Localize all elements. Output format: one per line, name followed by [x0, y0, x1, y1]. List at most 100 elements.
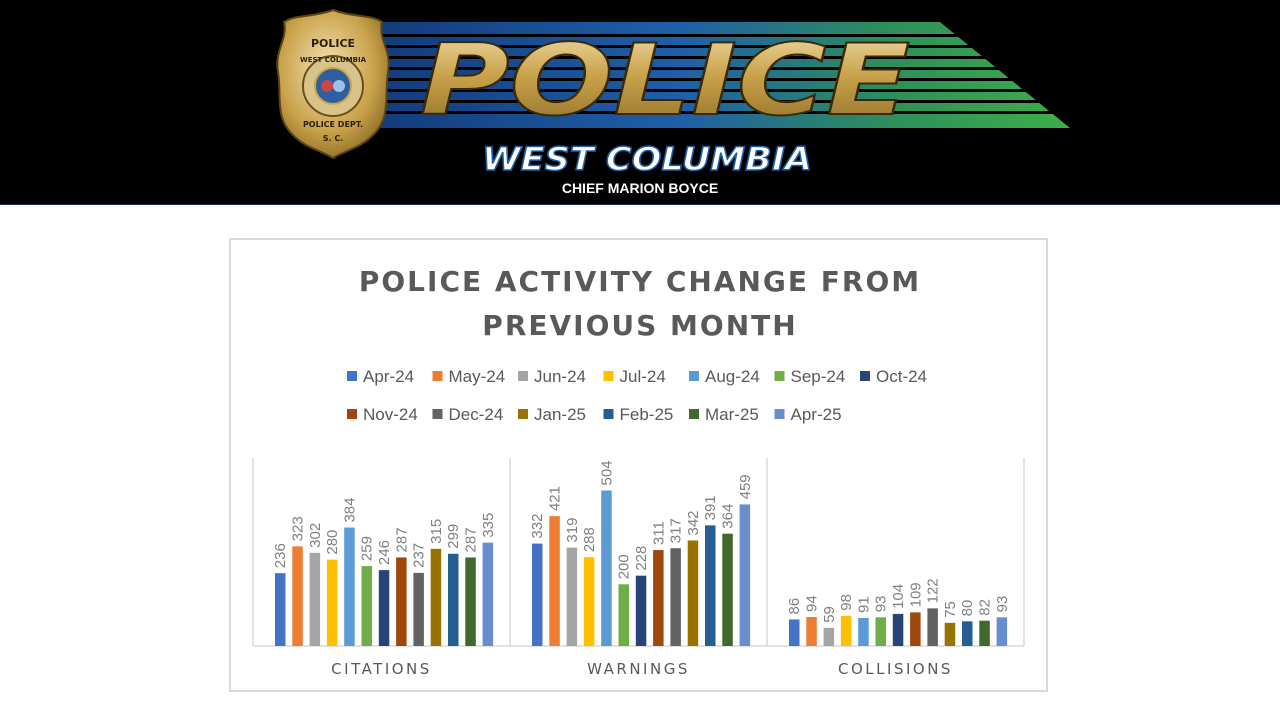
legend-label: Apr-24 [363, 367, 414, 386]
bar-data-label: 287 [463, 527, 480, 552]
legend-item: May-24 [432, 367, 506, 386]
legend-item: Aug-24 [689, 367, 760, 386]
legend-swatch [860, 371, 870, 381]
badge-city-text: WEST COLUMBIA [300, 56, 367, 64]
bar-data-label: 319 [564, 518, 581, 543]
bar [670, 548, 681, 646]
bar [378, 570, 390, 646]
legend-label: Mar-25 [705, 405, 759, 424]
legend-swatch [774, 409, 785, 419]
legend-swatch [432, 371, 443, 381]
swoosh-stripes [360, 22, 1070, 128]
bar [705, 525, 716, 646]
legend-item: Feb-25 [603, 405, 674, 424]
legend-label: May-24 [449, 367, 506, 386]
bar-chart: POLICE ACTIVITY CHANGE FROM PREVIOUS MON… [252, 265, 1025, 678]
bar [430, 548, 442, 646]
legend-label: Oct-24 [876, 367, 927, 386]
legend-item: Dec-24 [432, 405, 504, 424]
chart-container: POLICE ACTIVITY CHANGE FROM PREVIOUS MON… [229, 238, 1048, 692]
badge-dept-text: POLICE DEPT. [303, 120, 363, 129]
bar [635, 575, 647, 646]
bar [344, 527, 355, 646]
legend-item: Jul-24 [603, 367, 666, 386]
bar-data-label: 91 [855, 596, 872, 613]
bar-data-label: 82 [977, 599, 994, 616]
legend-swatch [603, 371, 614, 381]
bar-data-label: 287 [393, 527, 410, 552]
legend-swatch [432, 409, 443, 419]
bar-data-label: 246 [376, 540, 393, 565]
category-label: COLLISIONS [838, 660, 953, 678]
bar [566, 547, 578, 646]
legend-label: Jan-25 [534, 405, 586, 424]
bar [396, 557, 407, 646]
bar-data-label: 299 [445, 524, 462, 549]
bar [292, 546, 303, 646]
bar-data-label: 323 [290, 516, 307, 541]
chart-legend: Apr-24 May-24 Jun-24 Jul-24 Aug-24 Sep-24 Oct-… [347, 367, 927, 424]
legend-item: Sep-24 [774, 367, 846, 386]
bar-data-label: 94 [804, 595, 821, 612]
legend-item: Apr-25 [774, 405, 842, 424]
category-label: CITATIONS [331, 660, 432, 678]
legend-item: Oct-24 [860, 367, 927, 386]
bar [687, 540, 699, 646]
bar-data-label: 200 [616, 554, 633, 579]
bar-data-label: 317 [668, 518, 685, 543]
bar [789, 619, 800, 646]
legend-swatch [518, 371, 528, 381]
bar [532, 543, 543, 646]
bar [549, 516, 560, 646]
bar [448, 553, 459, 646]
category-label: WARNINGS [587, 660, 690, 678]
bar [962, 621, 973, 646]
bar-data-label: 259 [359, 536, 376, 561]
legend-label: Feb-25 [620, 405, 674, 424]
legend-swatch [518, 409, 528, 419]
legend-swatch [603, 409, 614, 419]
legend-item: Nov-24 [347, 405, 418, 424]
bar-data-label: 93 [873, 596, 890, 613]
header-graphic: POLICE WEST COLUMBIA POLICE DEPT. S. C. … [276, 8, 1070, 196]
bar [910, 612, 921, 646]
bar-data-label: 93 [994, 596, 1011, 613]
bar [858, 617, 869, 646]
bar-data-label: 59 [821, 606, 838, 623]
bar [413, 572, 424, 646]
bar [927, 608, 938, 646]
bar-data-label: 459 [737, 474, 754, 499]
bar-data-label: 335 [480, 513, 497, 538]
legend-label: Jun-24 [534, 367, 586, 386]
bar [326, 559, 338, 646]
bar [840, 615, 852, 646]
bar [875, 617, 886, 646]
legend-label: Dec-24 [449, 405, 504, 424]
bar-data-label: 280 [324, 530, 341, 555]
chief-name: CHIEF MARION BOYCE [562, 180, 718, 196]
bar [309, 552, 321, 646]
bar [275, 573, 286, 646]
bar-data-label: 302 [307, 523, 324, 548]
city-name: WEST COLUMBIA [482, 140, 812, 178]
bar-data-label: 311 [650, 521, 667, 545]
bar [482, 542, 494, 646]
legend-label: Sep-24 [791, 367, 846, 386]
police-badge-icon: POLICE WEST COLUMBIA POLICE DEPT. S. C. [276, 8, 390, 160]
bar [979, 620, 990, 646]
bar [722, 533, 733, 646]
bar-data-label: 86 [786, 598, 803, 615]
police-wordmark: POLICE [420, 24, 910, 138]
legend-label: Nov-24 [363, 405, 418, 424]
legend-label: Apr-25 [791, 405, 842, 424]
legend-item: Jan-25 [518, 405, 586, 424]
legend-swatch [347, 409, 357, 419]
legend-label: Aug-24 [705, 367, 760, 386]
bar [996, 617, 1008, 646]
bar-data-label: 236 [272, 543, 289, 568]
badge-top-text: POLICE [311, 37, 355, 50]
bar-data-label: 75 [942, 601, 959, 618]
chart-title-line-1: POLICE ACTIVITY CHANGE FROM [359, 265, 921, 298]
